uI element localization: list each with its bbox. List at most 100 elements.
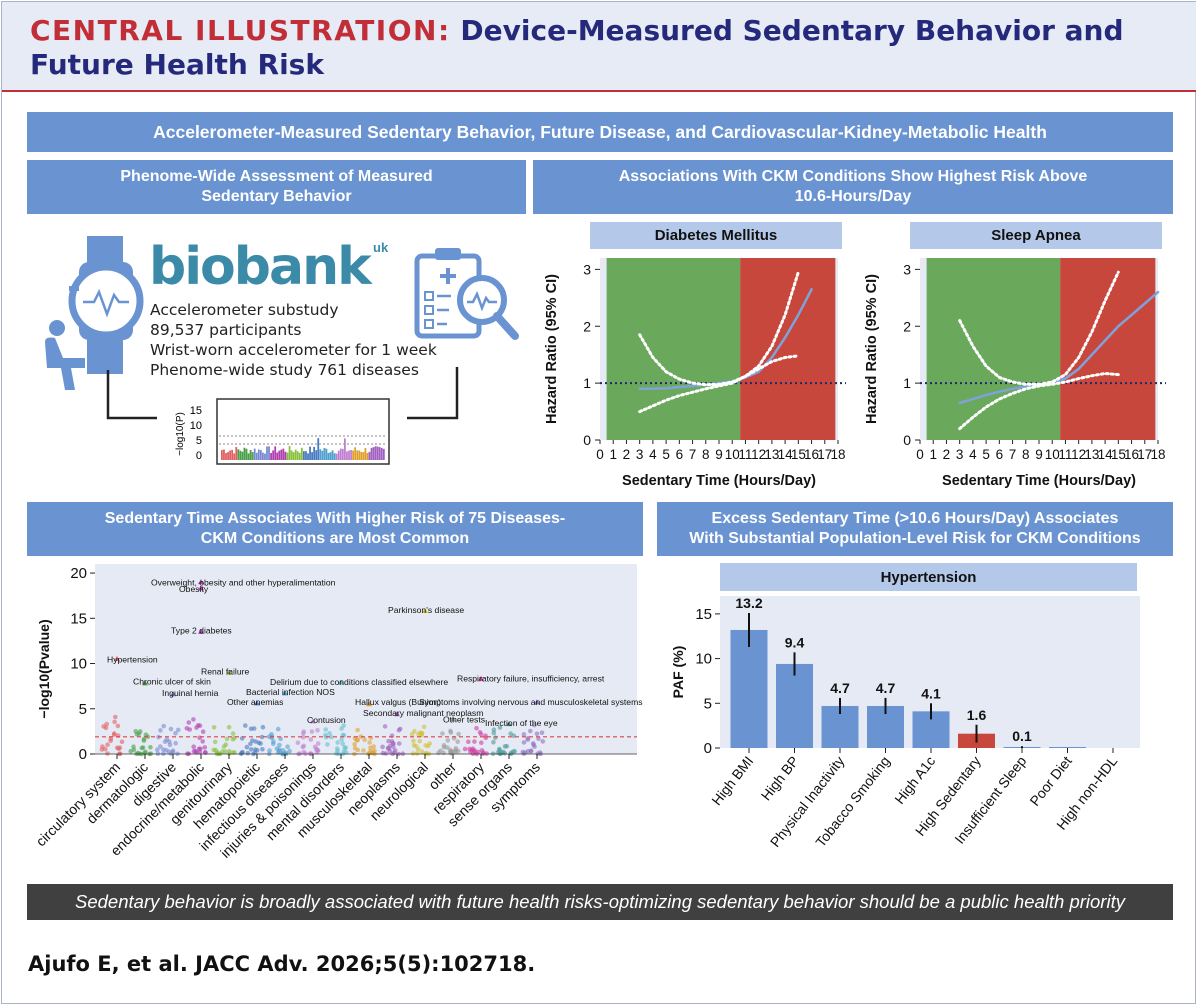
title-line-2: Future Health Risk <box>30 48 324 81</box>
study-line-2: 89,537 participants <box>150 321 302 339</box>
manhattan-point <box>313 746 319 752</box>
manhattan-point <box>362 737 367 742</box>
mini-manhattan-point <box>350 450 352 460</box>
mini-manhattan-point <box>307 453 309 460</box>
paf-bar <box>1049 747 1086 748</box>
diseases-panel-title: Sedentary Time Associates With Higher Ri… <box>27 502 643 556</box>
manhattan-point <box>112 719 117 725</box>
manhattan-point <box>441 743 447 748</box>
manhattan-point <box>455 739 461 744</box>
mini-manhattan-point <box>268 446 270 460</box>
study-line-1: Accelerometer substudy <box>150 301 339 319</box>
manhattan-annotation-label: Contusion <box>307 715 346 725</box>
manhattan-point <box>539 730 545 735</box>
manhattan-point <box>497 747 503 753</box>
manhattan-point <box>278 736 283 742</box>
manhattan-point <box>300 735 306 740</box>
manhattan-annotated-point <box>422 608 428 614</box>
manhattan-point <box>323 727 329 732</box>
manhattan-annotation-label: Secondary malignant neoplasm <box>363 708 483 718</box>
bracket-left <box>106 370 157 420</box>
diabetes-xtick-label: 3 <box>636 447 644 462</box>
diabetes-xtick-label: 9 <box>715 447 723 462</box>
ckm-title-line-2: 10.6-Hours/Day <box>794 188 912 205</box>
mini-manhattan-point <box>229 450 231 460</box>
manhattan-annotated-point <box>478 675 484 681</box>
manhattan-annotation-label: Inguinal hernia <box>162 688 219 698</box>
sleep-apnea-below-threshold-region <box>926 258 1061 440</box>
manhattan-point <box>226 724 232 730</box>
mini-manhattan-point <box>372 447 375 460</box>
manhattan-point <box>260 747 265 752</box>
manhattan-point <box>502 744 508 749</box>
manhattan-point <box>339 737 344 742</box>
mini-manhattan-point <box>243 447 246 460</box>
sleep-apnea-xtick-label: 3 <box>956 447 964 462</box>
manhattan-point <box>372 748 377 753</box>
bracket-right <box>407 367 459 420</box>
manhattan-point <box>213 747 218 753</box>
diabetes-xtick-label: 8 <box>702 447 710 462</box>
manhattan-point <box>287 748 292 754</box>
mini-manhattan-point <box>235 446 238 460</box>
diabetes-xtick-label: 10 <box>725 447 740 462</box>
sleep-apnea-xtick-label: 13 <box>1084 447 1099 462</box>
manhattan-point <box>202 745 208 750</box>
mini-manhattan-point <box>329 452 332 460</box>
manhattan-point <box>371 744 377 749</box>
manhattan-point <box>419 749 425 754</box>
manhattan-annotation-label: Respiratory failure, insufficiency, arre… <box>457 674 605 684</box>
mini-manhattan-point <box>305 451 307 460</box>
manhattan-annotated-point <box>226 669 232 675</box>
manhattan-point <box>479 740 484 745</box>
manhattan-point <box>275 726 281 732</box>
manhattan-point <box>340 732 346 738</box>
page-title: CENTRAL ILLUSTRATION: Device-Measured Se… <box>30 14 1180 82</box>
manhattan-point <box>427 741 433 746</box>
mini-manhattan-points <box>221 438 385 460</box>
sleep-apnea-above-threshold-region <box>1060 258 1156 440</box>
mini-manhattan-point <box>339 448 342 460</box>
manhattan-point <box>301 743 307 749</box>
phewas-manhattan-plot: 0 5 10 15 20 −log10(Pvalue) Overweight, obesit… <box>33 564 643 861</box>
manhattan-point <box>511 733 517 739</box>
sleep-apnea-xtick-label: 17 <box>1137 447 1152 462</box>
mini-manhattan-point <box>331 450 334 460</box>
manhattan-point <box>448 730 454 735</box>
manhattan-point <box>258 741 263 746</box>
mini-manhattan-point <box>376 446 379 460</box>
manhattan-point <box>343 745 349 751</box>
diabetes-above-threshold-region <box>740 258 836 440</box>
manhattan-point <box>115 723 121 729</box>
mini-manhattan-point <box>231 449 234 460</box>
mini-manhattan-point <box>311 452 313 460</box>
manhattan-point <box>173 731 178 736</box>
biobank-logo-text: biobank <box>149 237 373 297</box>
manhattan-point <box>161 723 166 729</box>
paf-value-label: 9.4 <box>785 634 805 650</box>
manhattan-point <box>477 730 483 735</box>
paf-ylabel: PAF (%) <box>670 646 686 699</box>
mini-manhattan-point <box>325 448 328 460</box>
manhattan-annotation-label: Type 2 diabetes <box>171 626 232 636</box>
paf-value-label: 13.2 <box>735 595 762 611</box>
manhattan-point <box>308 737 314 742</box>
manhattan-annotated-point <box>506 721 512 727</box>
manhattan-point <box>259 734 265 740</box>
manhattan-point <box>521 732 527 737</box>
paf-value-label: 4.7 <box>876 680 896 696</box>
manhattan-ytick-label: 10 <box>70 656 87 673</box>
paf-ytick-label: 10 <box>695 651 712 668</box>
manhattan-annotated-point <box>450 716 456 722</box>
manhattan-point <box>472 748 477 753</box>
sleep-apnea-xlabel: Sedentary Time (Hours/Day) <box>942 473 1136 489</box>
manhattan-point <box>301 731 306 736</box>
manhattan-point <box>248 747 254 752</box>
mini-manhattan-point <box>225 453 227 460</box>
mini-tick-5: 5 <box>196 435 202 447</box>
phewas-panel-title: Phenome-Wide Assessment of Measured Seden… <box>27 160 526 214</box>
manhattan-annotated-point <box>254 700 260 706</box>
manhattan-point <box>528 748 534 753</box>
sleep-apnea-upper-line <box>958 270 1120 386</box>
mini-manhattan-point <box>341 448 344 460</box>
